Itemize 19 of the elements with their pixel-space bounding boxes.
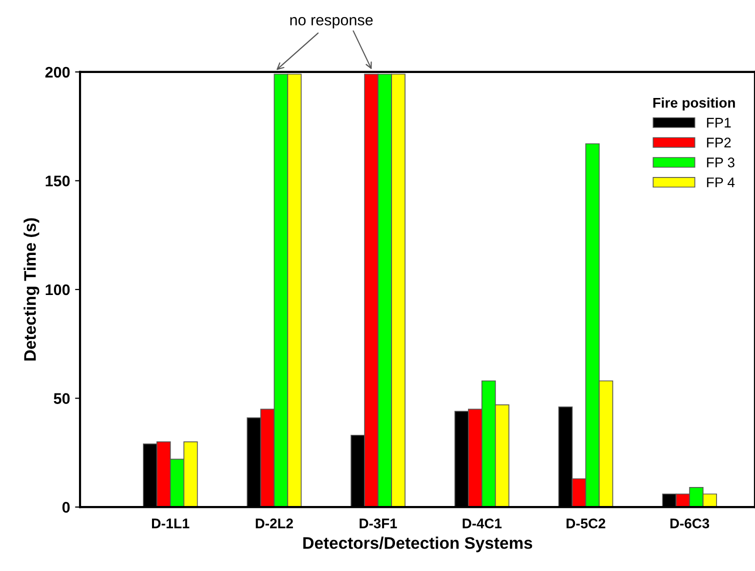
legend-title: Fire position [653,98,735,110]
x-tick-label: D-4C1 [462,518,502,528]
y-tick-label: 0 [62,502,70,513]
y-tick-label: 200 [45,66,70,78]
legend-label: FP1 [707,118,731,128]
legend-label: FP2 [707,138,731,148]
annotation: no response [290,17,373,28]
x-axis-title: Detectors/Detection Systems [303,536,532,552]
legend-label: FP 3 [707,158,734,168]
legend-label: FP 4 [707,178,735,188]
x-tick-label: D-6C3 [670,518,710,528]
y-tick-label: 150 [46,176,70,186]
y-axis-title: Detecting Time (s) [24,218,40,360]
x-tick-label: D-3F1 [360,518,397,528]
x-tick-label: D-5C2 [566,518,606,528]
y-tick-label: 50 [54,393,70,404]
x-tick-label: D-2L2 [256,518,293,528]
x-tick-label: D-1L1 [152,518,190,528]
y-tick-label: 100 [46,284,70,296]
